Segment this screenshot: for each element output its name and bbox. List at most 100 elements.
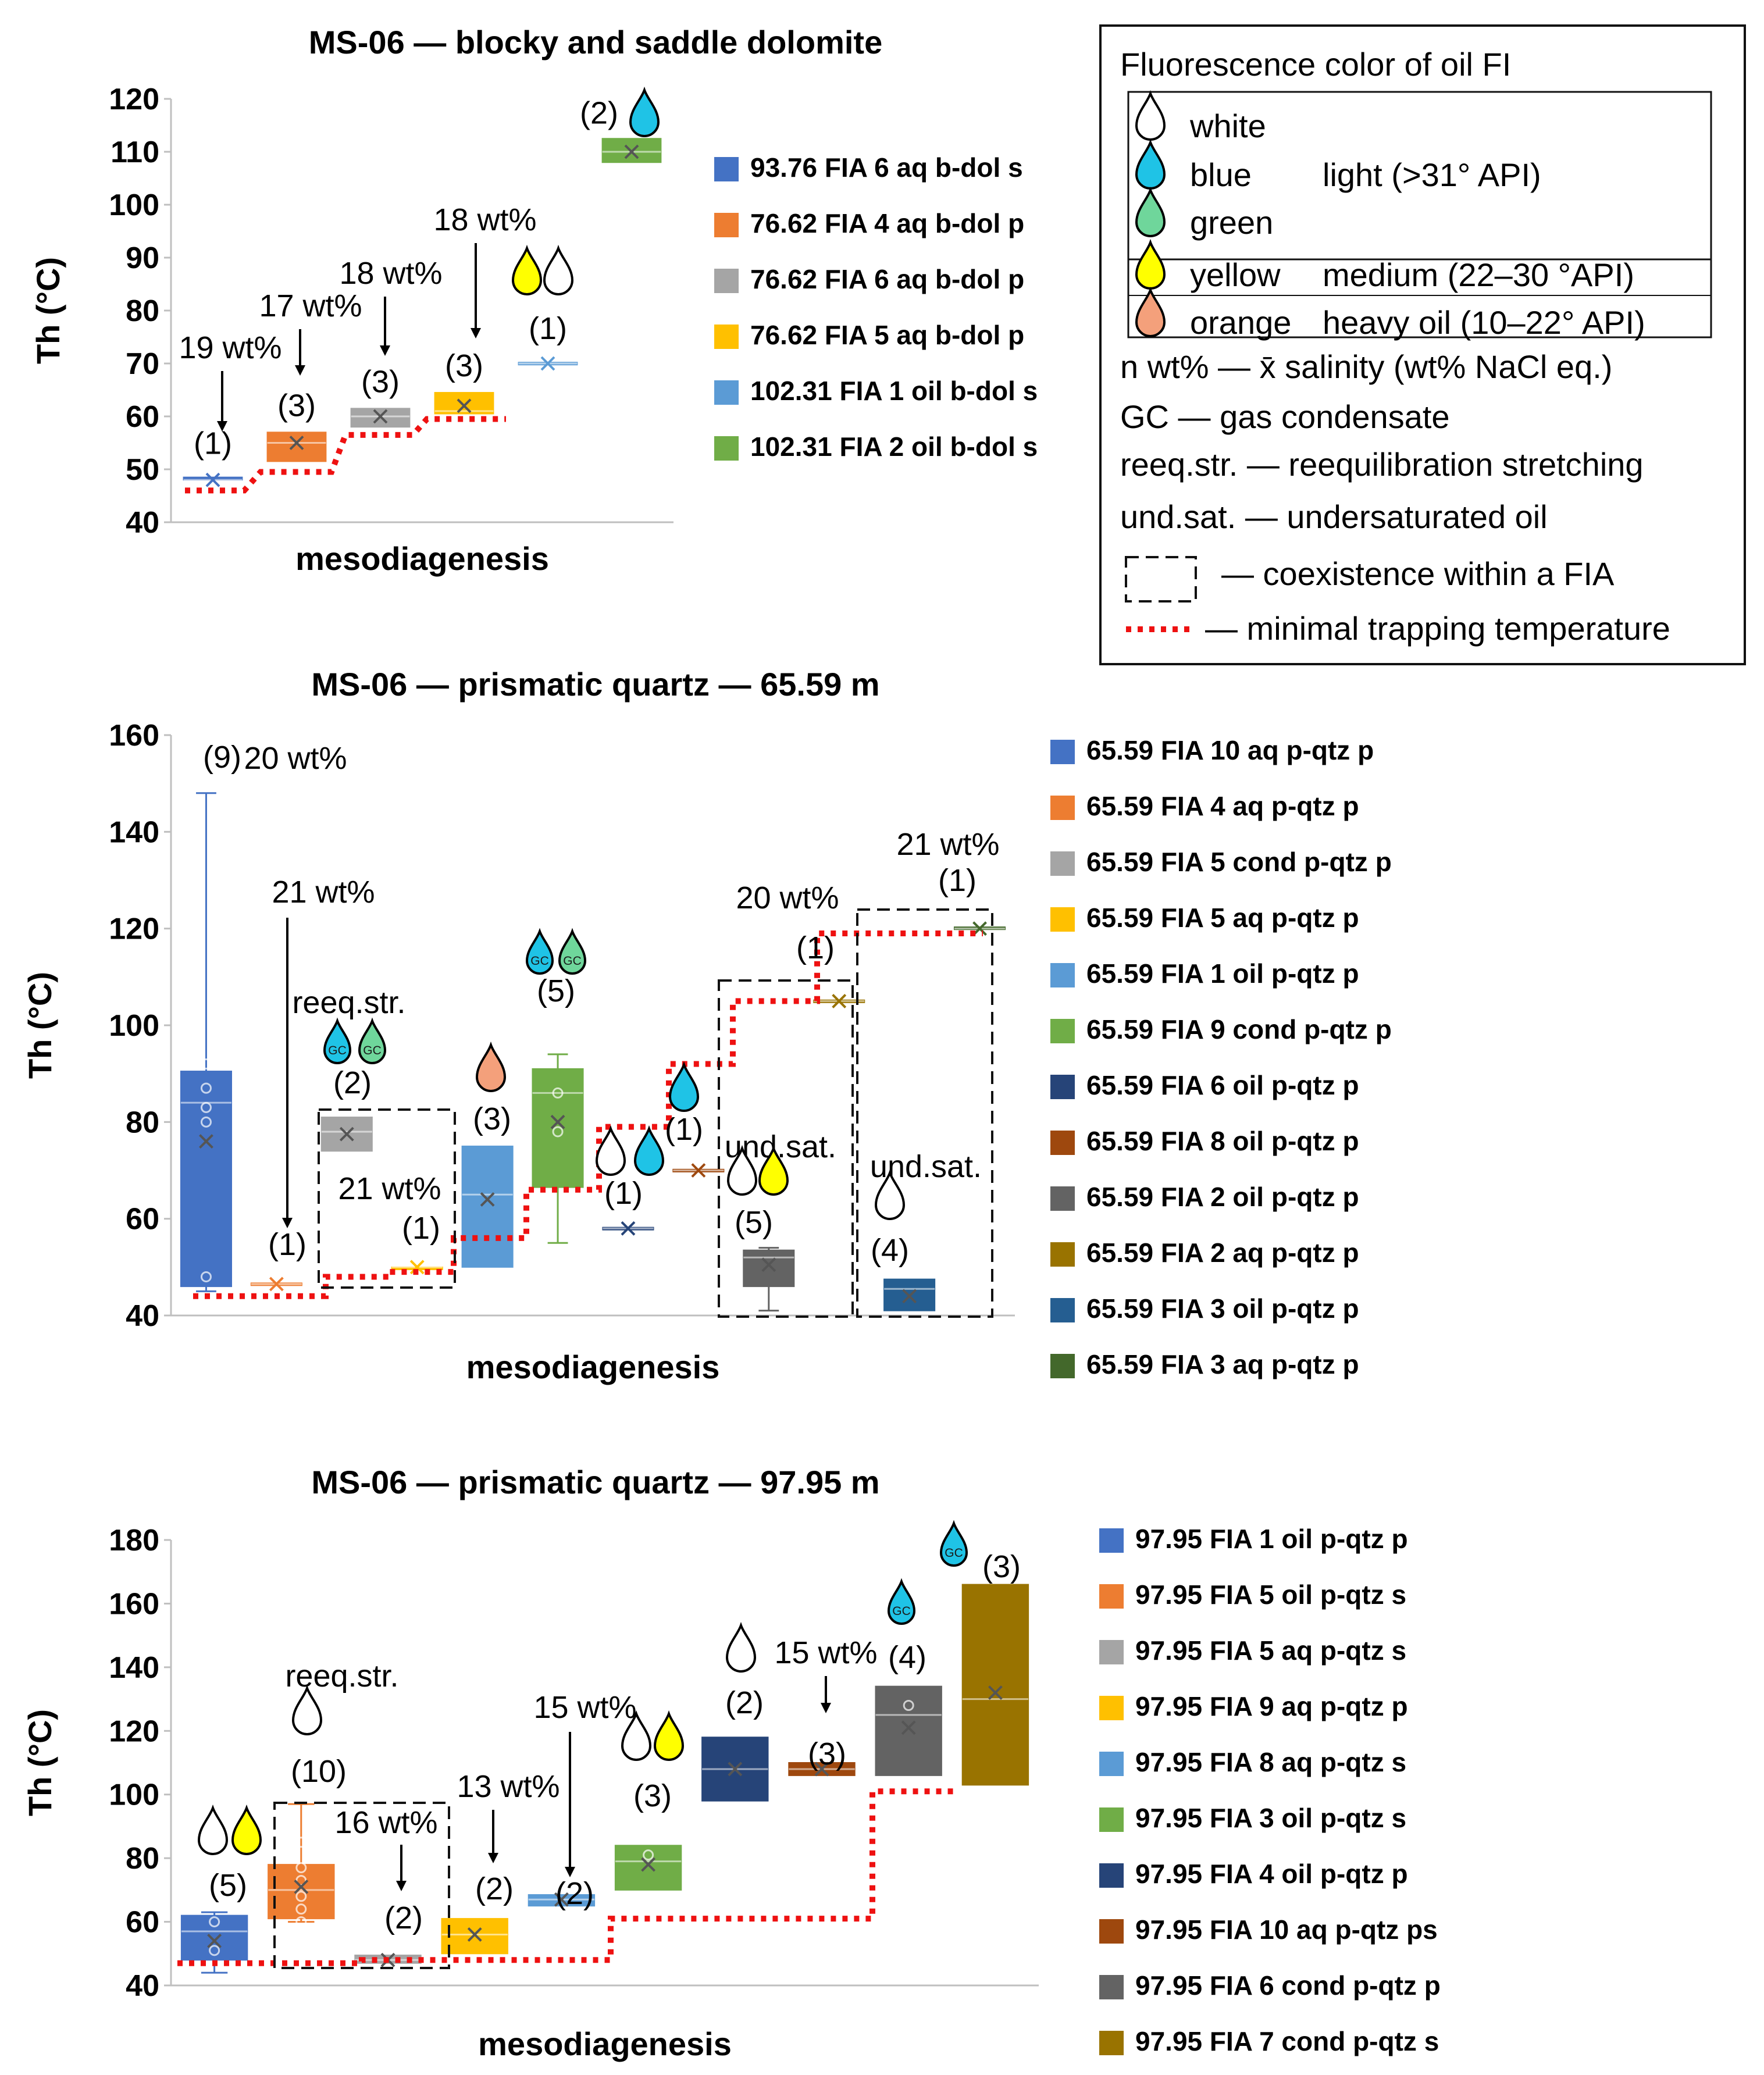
- c2-box-10: [813, 994, 865, 1008]
- c1-count-label: (1): [529, 311, 567, 346]
- c1-fluorescence-yellow-icon: [511, 244, 543, 295]
- c3-legend-label: 97.95 FIA 1 oil p-qtz p: [1135, 1524, 1408, 1554]
- key-row-note: light (>31° API): [1323, 156, 1541, 193]
- c3-salinity-label: 16 wt%: [334, 1805, 437, 1840]
- c2-box-5: [461, 1145, 514, 1268]
- c3-salinity-arrow-1-head: [396, 1881, 407, 1891]
- c3-salinity-label: 15 wt%: [533, 1690, 636, 1725]
- c3-fluorescence-yellow-icon: [231, 1804, 262, 1855]
- c2-y-tick-label: 80: [126, 1106, 159, 1139]
- mean-marker: [269, 1277, 284, 1292]
- key-note-line: — minimal trapping temperature: [1205, 610, 1670, 647]
- c2-count-label: (5): [537, 974, 575, 1008]
- c1-legend-label: 76.62 FIA 5 aq b-dol p: [750, 320, 1024, 350]
- c3-box-8: [788, 1762, 856, 1777]
- c3-title: MS-06 — prismatic quartz — 97.95 m: [311, 1464, 879, 1500]
- c3-fluorescence-white-icon: [725, 1621, 757, 1673]
- c2-y-tick-label: 160: [109, 719, 159, 753]
- c2-count-label: (1): [604, 1176, 643, 1211]
- c3-salinity-label: 13 wt%: [457, 1769, 560, 1804]
- mean-marker: [691, 1163, 706, 1178]
- c2-y-axis-label: Th (°C): [22, 972, 58, 1079]
- c2-legend-swatch: [1050, 1354, 1075, 1378]
- c3-count-label: (3): [808, 1737, 846, 1771]
- key-row-name: green: [1190, 204, 1273, 241]
- mean-marker: [728, 1762, 743, 1777]
- c1-x-axis-label: mesodiagenesis: [295, 540, 549, 577]
- mean-marker: [624, 144, 639, 159]
- key-row-name: yellow: [1190, 256, 1281, 293]
- c2-salinity-label: 21 wt%: [896, 827, 999, 862]
- c2-fluorescence-gc-green-icon-gc-label: GC: [563, 954, 582, 968]
- mean-marker: [988, 1685, 1003, 1700]
- c1-salinity-label: 19 wt%: [179, 330, 281, 365]
- box-body: [614, 1845, 682, 1891]
- box-body: [180, 1914, 248, 1961]
- c1-title: MS-06 — blocky and saddle dolomite: [309, 24, 882, 60]
- c3-legend-label: 97.95 FIA 7 cond p-qtz s: [1135, 2026, 1439, 2056]
- c2-count-label: (1): [796, 930, 835, 965]
- mean-marker: [550, 1114, 565, 1129]
- c1-box-4: [434, 392, 494, 415]
- box-body: [961, 1584, 1029, 1786]
- c2-fluorescence-blue-icon: [633, 1125, 665, 1176]
- outlier-point: [295, 1891, 307, 1902]
- c1-fluorescence-white-icon: [543, 244, 574, 295]
- key-row-name: blue: [1190, 156, 1252, 193]
- c2-legend-label: 65.59 FIA 4 aq p-qtz p: [1086, 791, 1359, 821]
- outlier-point: [200, 1058, 212, 1070]
- c1-legend-label: 102.31 FIA 1 oil b-dol s: [750, 376, 1038, 406]
- c1-minimal-trapping-line: [185, 416, 506, 494]
- c2-fluorescence-blue-icon: [668, 1061, 700, 1112]
- c2-count-label: (1): [402, 1211, 440, 1246]
- c2-salinity-label: 21 wt%: [338, 1171, 441, 1206]
- c2-x-axis-label: mesodiagenesis: [466, 1349, 720, 1385]
- c2-y-tick-label: 140: [109, 815, 159, 849]
- c1-count-label: (2): [580, 95, 618, 130]
- c1-y-axis-label: Th (°C): [30, 257, 66, 364]
- c2-count-label: (1): [665, 1112, 703, 1147]
- c2-legend-swatch: [1050, 851, 1075, 876]
- c3-fluorescence-gc-blue-icon-gc-label: GC: [892, 1605, 911, 1618]
- c3-count-label: (4): [888, 1640, 926, 1675]
- c2-y-tick-label: 60: [126, 1203, 159, 1236]
- c2-legend-label: 65.59 FIA 10 aq p-qtz p: [1086, 735, 1374, 765]
- c1-count-label: (3): [277, 388, 316, 423]
- mean-marker: [457, 398, 472, 413]
- c2-legend-label: 65.59 FIA 9 cond p-qtz p: [1086, 1014, 1392, 1044]
- key-note-line: reeq.str. — reequilibration stretching: [1120, 446, 1644, 483]
- c1-box-5: [518, 356, 578, 371]
- fluorescence-key-panel: Fluorescence color of oil FI white blue lig…: [1099, 24, 1746, 665]
- c2-count-label: (1): [938, 863, 977, 898]
- c1-box-2: [266, 432, 327, 462]
- c2-legend-swatch: [1050, 1075, 1075, 1099]
- mean-marker: [554, 1892, 569, 1907]
- mean-marker: [205, 472, 220, 487]
- mean-marker: [902, 1289, 917, 1304]
- box-body: [434, 392, 494, 415]
- c2-count-label: (9): [203, 740, 241, 775]
- c2-count-label: (5): [735, 1205, 773, 1240]
- mean-marker: [339, 1126, 354, 1142]
- c2-box-7: [602, 1221, 654, 1236]
- box-body: [180, 1071, 232, 1288]
- c1-legend-label: 76.62 FIA 4 aq b-dol p: [750, 208, 1024, 238]
- c1-salinity-arrow-3-head: [380, 345, 390, 356]
- key-outer-frame: [1099, 24, 1746, 665]
- c1-y-tick-label: 80: [126, 294, 159, 328]
- outlier-point: [552, 1126, 564, 1138]
- c1-salinity-arrow-2-head: [295, 365, 305, 376]
- c1-legend-label: 102.31 FIA 2 oil b-dol s: [750, 432, 1038, 462]
- c3-legend-label: 97.95 FIA 3 oil p-qtz s: [1135, 1803, 1406, 1833]
- c3-legend-swatch: [1099, 1975, 1124, 1999]
- c2-count-label: (4): [871, 1233, 909, 1268]
- key-row-note: heavy oil (10–22° API): [1323, 304, 1645, 341]
- c2-legend-swatch: [1050, 963, 1075, 987]
- c3-box-2: [268, 1803, 335, 1928]
- c2-y-tick-label: 100: [109, 1009, 159, 1043]
- key-heavy-group-frame: [1127, 258, 1712, 338]
- c2-legend-label: 65.59 FIA 6 oil p-qtz p: [1086, 1070, 1359, 1100]
- c2-count-label: (3): [473, 1101, 511, 1136]
- c2-salinity-label: 21 wt%: [272, 875, 375, 910]
